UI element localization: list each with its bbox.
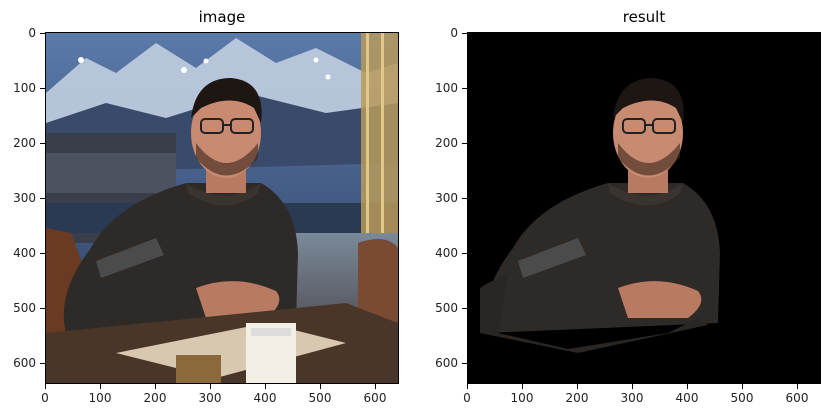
- y-tick-label: 400: [13, 246, 36, 260]
- y-tick-label: 200: [13, 136, 36, 150]
- x-tick-label: 600: [785, 391, 809, 405]
- y-tick-label: 400: [435, 246, 458, 260]
- segmented-photo: [468, 33, 820, 383]
- x-tick-label: 0: [41, 391, 49, 405]
- x-tick-label: 100: [88, 391, 112, 405]
- x-tick-label: 300: [620, 391, 644, 405]
- x-tick-label: 600: [363, 391, 387, 405]
- x-tick-label: 100: [510, 391, 534, 405]
- y-tick-label: 600: [13, 356, 36, 370]
- x-tick-label: 500: [730, 391, 754, 405]
- panel-title: result: [622, 8, 666, 26]
- x-tick-label: 200: [143, 391, 167, 405]
- image-panel: image: [0, 0, 400, 418]
- y-tick-label: 0: [450, 26, 458, 40]
- x-tick-label: 500: [308, 391, 332, 405]
- y-tick-label: 500: [435, 301, 458, 315]
- y-tick-label: 300: [13, 191, 36, 205]
- y-tick-label: 200: [435, 136, 458, 150]
- y-tick-label: 500: [13, 301, 36, 315]
- original-photo: [46, 33, 398, 383]
- x-tick-label: 300: [198, 391, 222, 405]
- x-tick-label: 200: [565, 391, 589, 405]
- y-tick-label: 100: [13, 81, 36, 95]
- x-tick-label: 0: [463, 391, 471, 405]
- y-tick-label: 300: [435, 191, 458, 205]
- result-axes: [467, 32, 821, 384]
- panel-title: image: [198, 8, 246, 26]
- image-axes: [45, 32, 399, 384]
- x-tick-label: 400: [253, 391, 277, 405]
- x-tick-label: 400: [675, 391, 699, 405]
- y-tick-label: 100: [435, 81, 458, 95]
- y-tick-label: 0: [28, 26, 36, 40]
- y-tick-label: 600: [435, 356, 458, 370]
- result-panel: result 0 100 200 300 400 500 600 0: [422, 0, 822, 418]
